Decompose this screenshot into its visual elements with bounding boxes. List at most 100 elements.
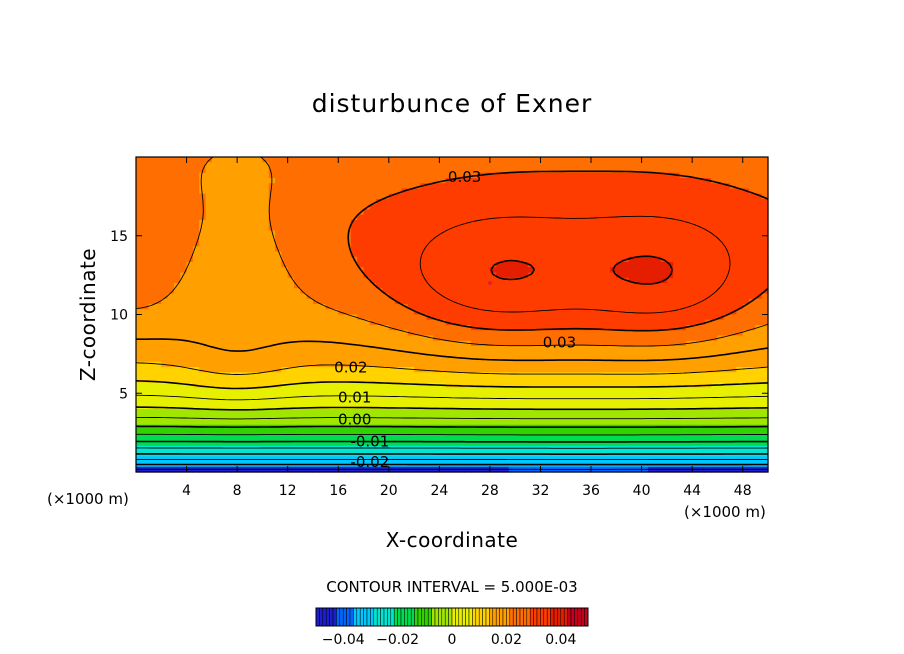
- field-cell: [508, 251, 516, 258]
- field-cell: [312, 162, 320, 169]
- field-cell: [414, 419, 421, 426]
- field-cell: [344, 167, 352, 174]
- field-cell: [350, 414, 358, 421]
- field-cell: [654, 193, 662, 200]
- field-cell: [414, 199, 421, 205]
- field-cell: [553, 241, 561, 247]
- field-cell: [496, 262, 504, 268]
- field-cell: [243, 440, 251, 447]
- field-cell: [350, 435, 358, 442]
- field-cell: [578, 235, 586, 242]
- field-cell: [641, 172, 649, 179]
- field-cell: [521, 214, 529, 221]
- field-cell: [464, 256, 472, 263]
- field-cell: [565, 351, 573, 358]
- field-cell: [306, 419, 314, 426]
- field-cell: [211, 356, 219, 363]
- field-cell: [527, 209, 535, 216]
- field-cell: [603, 157, 611, 163]
- field-cell: [401, 440, 409, 447]
- field-cell: [376, 209, 384, 216]
- field-cell: [344, 267, 352, 274]
- field-cell: [553, 183, 561, 190]
- field-cell: [641, 377, 649, 384]
- field-cell: [572, 298, 579, 305]
- field-cell: [622, 361, 630, 368]
- field-cell: [154, 204, 162, 211]
- field-cell: [610, 199, 617, 205]
- field-cell: [136, 162, 143, 169]
- field-cell: [294, 372, 301, 379]
- field-cell: [211, 251, 219, 258]
- field-cell: [294, 183, 301, 190]
- field-cell: [161, 288, 169, 295]
- field-cell: [363, 267, 371, 274]
- field-cell: [331, 330, 339, 337]
- field-cell: [376, 398, 384, 405]
- field-cell: [230, 188, 238, 195]
- field-cell: [325, 246, 333, 253]
- field-cell: [591, 430, 598, 436]
- field-cell: [363, 172, 371, 179]
- field-cell: [300, 214, 308, 221]
- field-cell: [553, 157, 561, 163]
- field-cell: [426, 256, 434, 263]
- field-cell: [205, 440, 213, 447]
- field-cell: [281, 314, 289, 321]
- field-cell: [578, 340, 586, 347]
- field-cell: [319, 267, 327, 274]
- field-cell: [591, 398, 598, 405]
- field-cell: [167, 440, 175, 447]
- field-cell: [458, 445, 466, 452]
- field-cell: [230, 330, 238, 337]
- field-cell: [211, 398, 219, 405]
- field-cell: [205, 283, 213, 289]
- field-cell: [508, 340, 516, 347]
- field-cell: [312, 335, 320, 342]
- field-cell: [439, 167, 447, 174]
- field-cell: [546, 351, 554, 358]
- field-cell: [161, 319, 169, 326]
- field-cell: [616, 393, 624, 400]
- field-cell: [496, 419, 504, 426]
- field-cell: [325, 445, 333, 452]
- field-cell: [470, 157, 478, 163]
- field-cell: [439, 325, 447, 331]
- field-cell: [142, 172, 150, 179]
- field-cell: [338, 256, 346, 263]
- field-cell: [281, 188, 289, 195]
- field-cell: [502, 283, 510, 289]
- field-cell: [546, 367, 554, 373]
- field-cell: [635, 351, 643, 358]
- field-cell: [306, 356, 314, 363]
- field-cell: [237, 430, 245, 436]
- field-cell: [496, 188, 504, 195]
- field-cell: [249, 319, 257, 326]
- field-cell: [344, 288, 352, 295]
- field-cell: [357, 356, 365, 363]
- field-cell: [641, 356, 649, 363]
- field-cell: [502, 162, 510, 169]
- field-cell: [268, 251, 276, 258]
- field-cell: [161, 435, 169, 442]
- field-cell: [540, 356, 548, 363]
- field-cell: [218, 246, 226, 253]
- field-cell: [616, 283, 624, 289]
- field-cell: [610, 309, 617, 316]
- field-cell: [237, 382, 245, 389]
- field-cell: [211, 414, 219, 421]
- field-cell: [521, 162, 529, 169]
- field-cell: [142, 409, 150, 415]
- field-cell: [230, 314, 238, 321]
- field-cell: [452, 398, 459, 405]
- field-cell: [300, 440, 308, 447]
- field-cell: [603, 430, 611, 436]
- field-cell: [256, 335, 263, 342]
- field-cell: [452, 388, 459, 394]
- field-cell: [565, 277, 573, 284]
- field-cell: [572, 435, 579, 442]
- field-cell: [294, 157, 301, 163]
- field-cell: [344, 377, 352, 384]
- field-cell: [211, 178, 219, 184]
- field-cell: [616, 304, 624, 310]
